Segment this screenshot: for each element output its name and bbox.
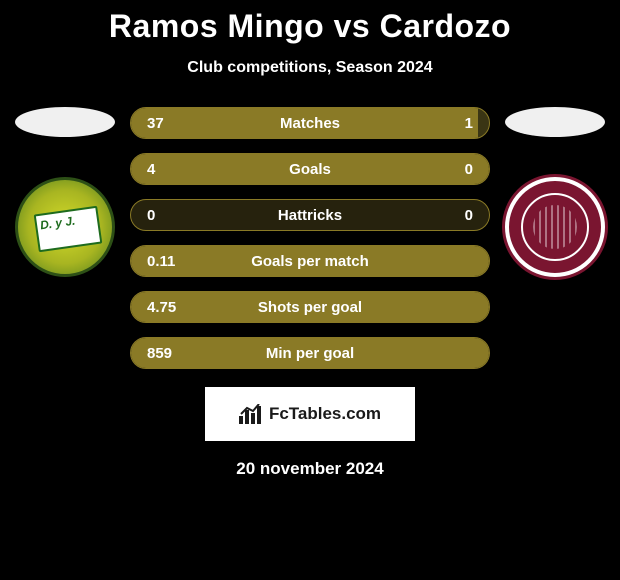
brand-text: FcTables.com (269, 404, 381, 424)
page-subtitle: Club competitions, Season 2024 (0, 59, 620, 77)
chart-icon (239, 404, 263, 424)
stat-row-shots-per-goal: 4.75Shots per goal (130, 291, 490, 323)
left-crest-text: D. y J. (39, 214, 76, 233)
stat-row-goals-per-match: 0.11Goals per match (130, 245, 490, 277)
content-row: D. y J. 37Matches14Goals00Hattricks00.11… (0, 107, 620, 369)
stat-label: Goals (131, 161, 489, 178)
stat-right-value: 1 (465, 115, 473, 132)
stat-right-value: 0 (465, 161, 473, 178)
page-title: Ramos Mingo vs Cardozo (0, 8, 620, 45)
left-player-placeholder (15, 107, 115, 137)
stat-row-hattricks: 0Hattricks0 (130, 199, 490, 231)
right-player-placeholder (505, 107, 605, 137)
comparison-infographic: Ramos Mingo vs Cardozo Club competitions… (0, 0, 620, 479)
stat-label: Min per goal (131, 345, 489, 362)
stats-column: 37Matches14Goals00Hattricks00.11Goals pe… (130, 107, 490, 369)
left-player-column: D. y J. (10, 107, 120, 277)
stat-label: Goals per match (131, 253, 489, 270)
stat-label: Matches (131, 115, 489, 132)
stat-label: Hattricks (131, 207, 489, 224)
date-footer: 20 november 2024 (0, 459, 620, 479)
stat-row-min-per-goal: 859Min per goal (130, 337, 490, 369)
left-team-crest: D. y J. (15, 177, 115, 277)
right-player-column (500, 107, 610, 277)
brand-box: FcTables.com (205, 387, 415, 441)
stat-row-goals: 4Goals0 (130, 153, 490, 185)
stat-right-value: 0 (465, 207, 473, 224)
stat-label: Shots per goal (131, 299, 489, 316)
right-team-crest (505, 177, 605, 277)
stat-row-matches: 37Matches1 (130, 107, 490, 139)
